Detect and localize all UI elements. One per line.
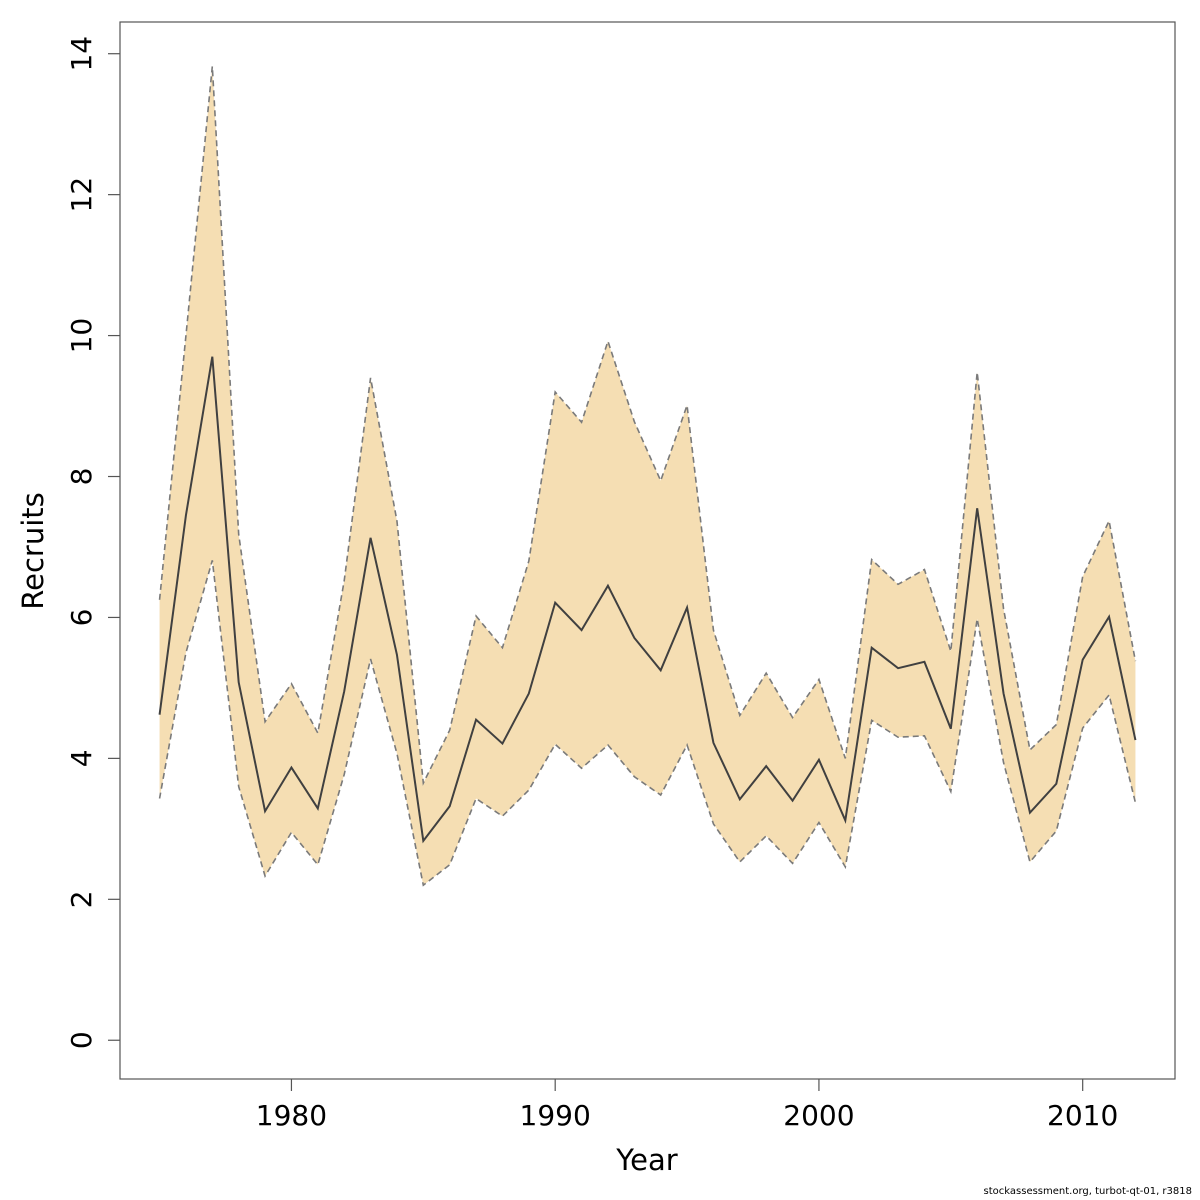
x-tick-label: 1990 — [520, 1099, 591, 1132]
confidence-band-layer — [159, 66, 1136, 886]
y-tick-label: 14 — [65, 36, 98, 72]
y-tick-label: 8 — [65, 468, 98, 486]
x-axis: 1980 1990 2000 2010 — [256, 1079, 1118, 1132]
lower-bound-line — [158, 560, 1137, 887]
x-tick-label: 1980 — [256, 1099, 327, 1132]
y-tick-label: 4 — [65, 749, 98, 767]
y-tick-label: 12 — [65, 177, 98, 213]
upper-bound-line — [158, 66, 1137, 786]
y-tick-label: 10 — [65, 318, 98, 354]
series-line-layer — [158, 66, 1137, 887]
y-axis-title: Recruits — [16, 492, 50, 609]
estimate-line — [158, 356, 1137, 844]
confidence-band — [159, 66, 1136, 886]
y-axis: 0 2 4 6 8 10 12 14 — [65, 36, 120, 1049]
plot-frame — [119, 21, 1176, 1080]
y-tick-label: 0 — [65, 1031, 98, 1049]
x-axis-title: Year — [615, 1143, 677, 1177]
x-tick-label: 2010 — [1047, 1099, 1118, 1132]
y-tick-label: 6 — [65, 609, 98, 627]
x-tick-label: 2000 — [783, 1099, 854, 1132]
footer-credit: stockassessment.org, turbot-qt-01, r3818 — [983, 1186, 1192, 1197]
y-tick-label: 2 — [65, 890, 98, 908]
